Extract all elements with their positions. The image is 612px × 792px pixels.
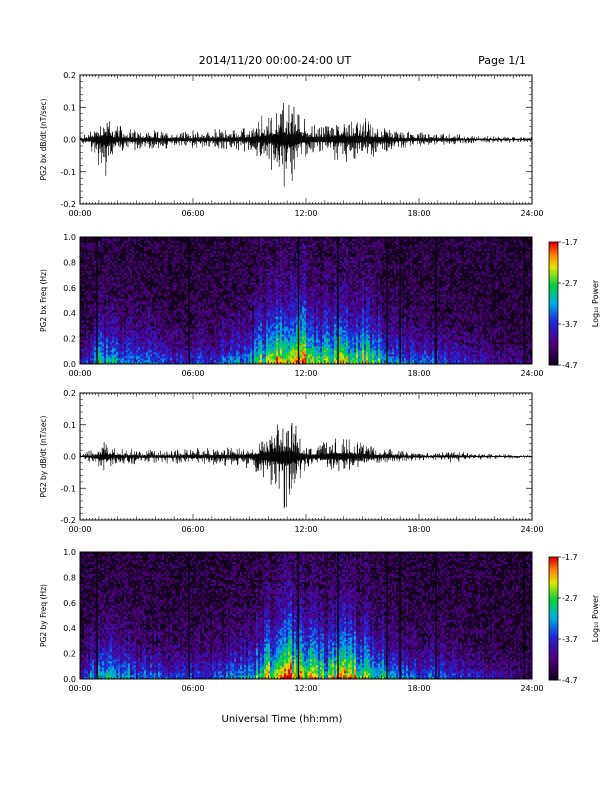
colorbar-tick-label: -4.7	[562, 676, 578, 685]
y-tick-label: 0.4	[63, 624, 76, 633]
y-axis-title: PG2 by dB/dt (nT/sec)	[39, 415, 48, 497]
y-tick-label: 0.0	[63, 675, 76, 684]
panel-2: 00:00 06:00 12:00 18:00 24:00 1.0 0.8 0.6 0.4 0.2…	[39, 233, 600, 378]
y-tick-label: 1.0	[63, 233, 76, 242]
y-tick-label: -0.1	[60, 168, 76, 177]
x-tick-label: 18:00	[407, 684, 430, 693]
x-tick-label: 24:00	[520, 369, 543, 378]
y-tick-label: 0.4	[63, 309, 76, 318]
colorbar-frame	[548, 241, 559, 366]
y-tick-label: -0.2	[60, 200, 76, 209]
x-tick-label: 00:00	[68, 209, 91, 218]
figure-title: 2014/11/20 00:00-24:00 UT	[199, 54, 352, 67]
page-indicator: Page 1/1	[478, 54, 526, 67]
colorbar-tick-label: -2.7	[562, 279, 578, 288]
x-tick-label: 24:00	[520, 684, 543, 693]
y-tick-label: 0.0	[63, 453, 76, 462]
y-tick-label: 0.8	[63, 258, 76, 267]
y-tick-label: -0.2	[60, 516, 76, 525]
x-tick-label: 24:00	[520, 209, 543, 218]
colorbar-tick-label: -3.7	[562, 635, 578, 644]
x-tick-label: 06:00	[181, 525, 204, 534]
x-tick-label: 12:00	[294, 684, 317, 693]
y-tick-label: 0.2	[63, 335, 76, 344]
signal-trace	[79, 422, 533, 509]
x-tick-label: 12:00	[294, 209, 317, 218]
x-tick-label: 00:00	[68, 369, 91, 378]
x-tick-label: 06:00	[181, 684, 204, 693]
panel-3: 00:00 06:00 12:00 18:00 24:00 0.2 0.1 0.0 -0.1 -0…	[39, 389, 544, 534]
colorbar-tick-label: -2.7	[562, 594, 578, 603]
colorbar-title: Log₁₀ Power	[591, 279, 600, 327]
y-axis-title: PG2 bx dB/dt (nT/sec)	[39, 98, 48, 180]
colorbar-tick-label: -4.7	[562, 361, 578, 370]
y-tick-label: 0.1	[63, 103, 76, 112]
x-tick-label: 18:00	[407, 209, 430, 218]
x-tick-label: 24:00	[520, 525, 543, 534]
y-axis-title: PG2 bx Freq (Hz)	[39, 269, 48, 332]
y-tick-label: 0.1	[63, 421, 76, 430]
colorbar	[549, 242, 558, 366]
x-tick-label: 18:00	[407, 525, 430, 534]
y-tick-label: 0.2	[63, 389, 76, 398]
y-axis-title: PG2 by Freq (Hz)	[39, 584, 48, 647]
y-tick-label: -0.1	[60, 484, 76, 493]
y-tick-label: 0.8	[63, 573, 76, 582]
panel-1: 00:00 06:00 12:00 18:00 24:00 0.2 0.1 0.0 -0.1 -0…	[39, 71, 544, 218]
spectrogram-cells	[80, 552, 533, 680]
y-tick-label: 0.0	[63, 360, 76, 369]
panel-4: 00:00 06:00 12:00 18:00 24:00 1.0 0.8 0.6 0.4 0.2…	[39, 548, 600, 693]
x-axis-title: Universal Time (hh:mm)	[222, 714, 343, 725]
x-tick-label: 00:00	[68, 684, 91, 693]
x-tick-label: 12:00	[294, 369, 317, 378]
x-tick-label: 00:00	[68, 525, 91, 534]
x-tick-label: 06:00	[181, 209, 204, 218]
signal-trace	[79, 103, 533, 187]
colorbar-title: Log₁₀ Power	[591, 594, 600, 642]
y-tick-label: 0.6	[63, 284, 76, 293]
colorbar-tick-label: -1.7	[562, 553, 578, 562]
colorbar	[549, 557, 558, 681]
y-tick-label: 0.0	[63, 136, 76, 145]
colorbar-tick-label: -1.7	[562, 238, 578, 247]
y-tick-label: 0.6	[63, 599, 76, 608]
y-tick-label: 1.0	[63, 548, 76, 557]
x-tick-label: 18:00	[407, 369, 430, 378]
colorbar-frame	[548, 556, 559, 681]
x-tick-label: 12:00	[294, 525, 317, 534]
colorbar-tick-label: -3.7	[562, 320, 578, 329]
x-tick-label: 06:00	[181, 369, 204, 378]
y-tick-label: 0.2	[63, 71, 76, 80]
y-tick-label: 0.2	[63, 650, 76, 659]
